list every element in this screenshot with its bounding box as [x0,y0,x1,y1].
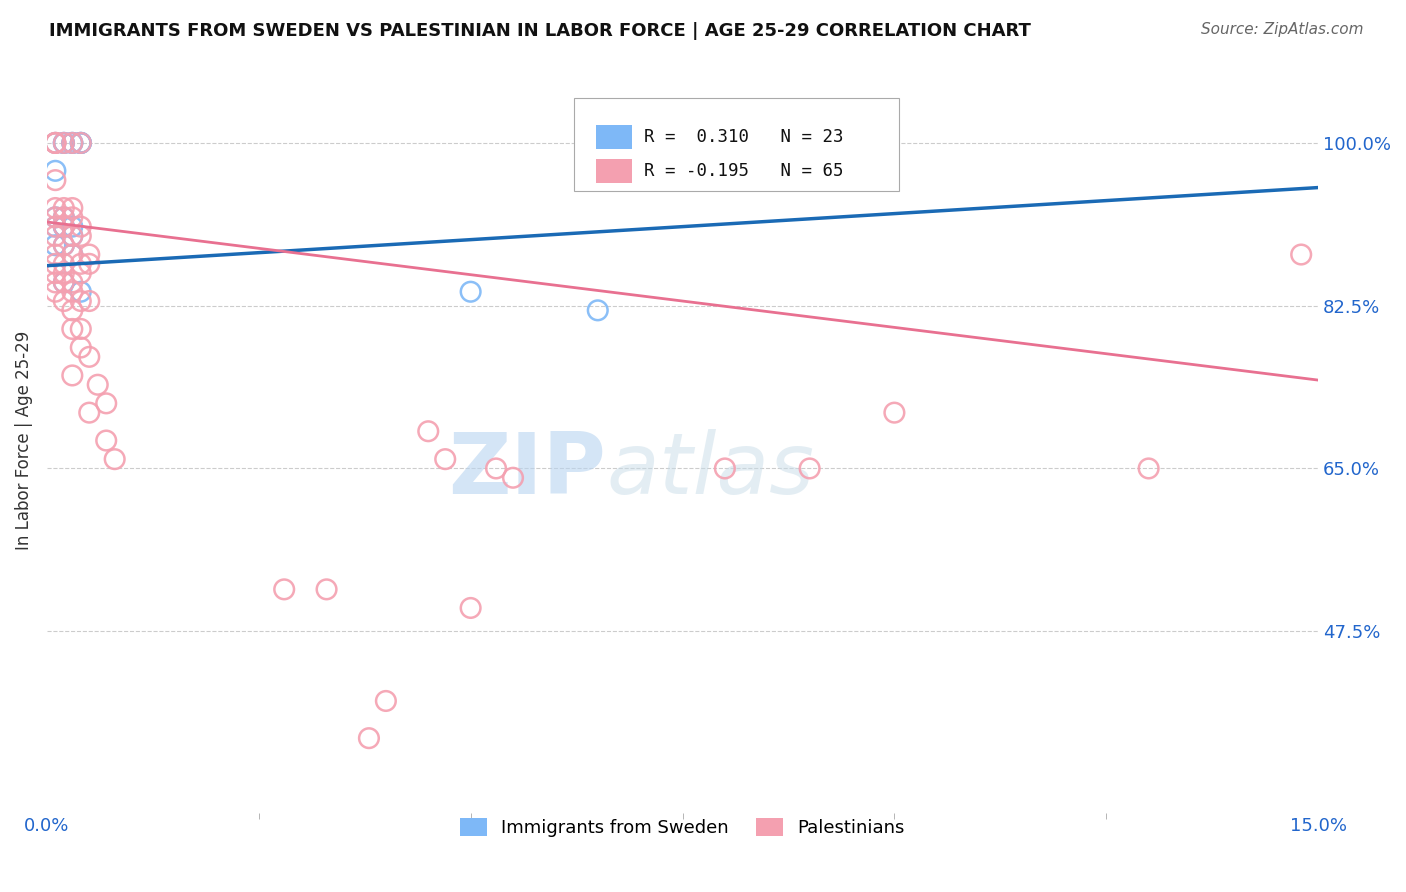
Point [52,257,75,271]
Bar [596,160,631,183]
Point [69,136,91,150]
FancyBboxPatch shape [575,98,898,191]
Point [52,136,75,150]
Point [1289,247,1312,261]
Point [104,452,127,467]
Point [69,266,91,280]
Point [44,266,66,280]
Point [60,276,83,290]
Point [44,136,66,150]
Point [69,341,91,355]
Point [44,238,66,252]
Point [44,228,66,243]
Text: Source: ZipAtlas.com: Source: ZipAtlas.com [1201,22,1364,37]
Point [52,136,75,150]
Point [44,164,66,178]
Point [87,377,110,392]
Point [60,322,83,336]
Point [52,219,75,234]
Point [586,303,609,318]
Point [44,136,66,150]
Text: R =  0.310   N = 23: R = 0.310 N = 23 [644,128,844,146]
Point [52,266,75,280]
Point [77,293,100,308]
Point [60,285,83,299]
Point [77,350,100,364]
Point [69,136,91,150]
Point [44,136,66,150]
Point [44,247,66,261]
Point [69,322,91,336]
Point [60,201,83,215]
Point [77,247,100,261]
Point [60,211,83,225]
Point [1137,461,1160,475]
Point [44,285,66,299]
Point [60,247,83,261]
Legend: Immigrants from Sweden, Palestinians: Immigrants from Sweden, Palestinians [453,811,912,845]
Point [52,211,75,225]
Point [883,406,905,420]
Point [52,276,75,290]
Point [44,173,66,187]
Point [357,731,380,746]
Point [60,136,83,150]
Point [418,424,440,438]
Point [374,694,396,708]
Point [52,276,75,290]
Point [460,601,482,615]
Point [69,293,91,308]
Point [60,247,83,261]
Point [69,219,91,234]
Point [44,219,66,234]
Text: atlas: atlas [606,429,814,512]
Point [315,582,337,597]
Point [69,257,91,271]
Point [44,201,66,215]
Point [60,303,83,318]
Y-axis label: In Labor Force | Age 25-29: In Labor Force | Age 25-29 [15,331,32,550]
Point [273,582,295,597]
Point [44,211,66,225]
Point [52,219,75,234]
Point [44,211,66,225]
Point [60,228,83,243]
Point [714,461,737,475]
Point [460,285,482,299]
Point [52,293,75,308]
Point [52,201,75,215]
Point [434,452,457,467]
Text: ZIP: ZIP [449,429,606,512]
Point [44,257,66,271]
Point [69,285,91,299]
Point [77,257,100,271]
Point [60,136,83,150]
Point [52,238,75,252]
Point [60,136,83,150]
Point [44,219,66,234]
Point [69,228,91,243]
Point [502,471,524,485]
Point [52,238,75,252]
Point [799,461,821,475]
Point [69,136,91,150]
Bar [596,125,631,149]
Text: R = -0.195   N = 65: R = -0.195 N = 65 [644,162,844,180]
Text: IMMIGRANTS FROM SWEDEN VS PALESTINIAN IN LABOR FORCE | AGE 25-29 CORRELATION CHA: IMMIGRANTS FROM SWEDEN VS PALESTINIAN IN… [49,22,1031,40]
Point [60,219,83,234]
Point [60,368,83,383]
Point [96,396,118,410]
Point [44,276,66,290]
Point [77,406,100,420]
Point [52,219,75,234]
Point [60,228,83,243]
Point [485,461,508,475]
Point [69,136,91,150]
Point [44,136,66,150]
Point [52,211,75,225]
Point [52,136,75,150]
Point [96,434,118,448]
